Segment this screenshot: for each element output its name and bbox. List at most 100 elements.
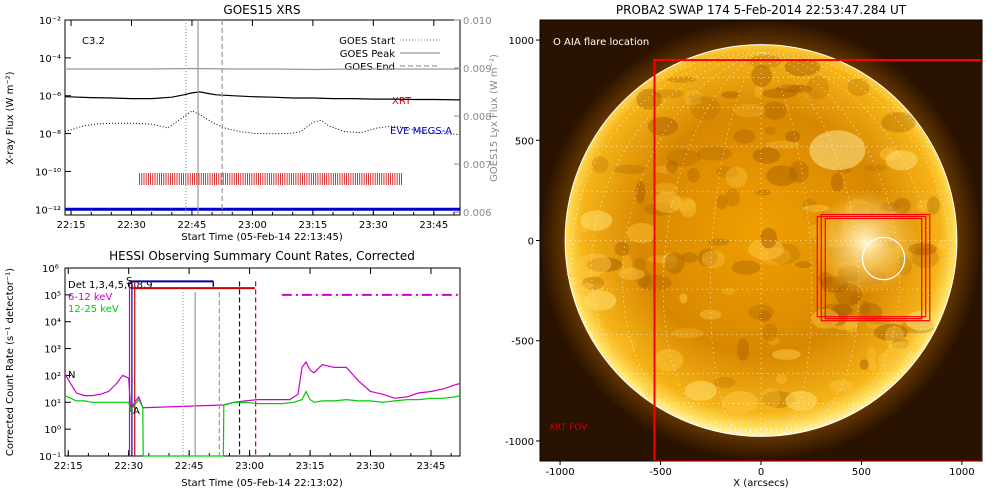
- goes-x-tick-label: 23:15: [298, 220, 327, 231]
- swap-x-tick-label: -1000: [546, 467, 575, 478]
- aia-flare-location: [861, 236, 906, 281]
- sun-dark-region: [785, 130, 801, 143]
- sun-dark-region: [864, 164, 887, 172]
- sun-bright-region: [844, 319, 858, 333]
- sun-dark-region: [681, 252, 698, 263]
- sun-dark-region: [873, 323, 908, 342]
- sun-dark-region: [860, 300, 871, 316]
- goes-ylabel-right: GOES15 Lyx Flux (W m⁻²): [489, 54, 500, 182]
- sun-dark-region: [666, 149, 701, 167]
- hessi-event-lines: [182, 292, 220, 456]
- hessi-series: [64, 360, 461, 457]
- hessi-marker-a: A: [133, 406, 140, 417]
- goes-xlabel: Start Time (05-Feb-14 22:13:45): [181, 232, 343, 243]
- sun-bright-region: [671, 328, 704, 339]
- sun-dark-region: [848, 295, 861, 304]
- sun-dark-region: [859, 359, 869, 370]
- goes-axes: 22:15 22:30 22:45 23:00 23:15 23:30 23:45 10⁻² 1…: [35, 16, 492, 231]
- sun-dark-region: [806, 75, 830, 100]
- goes-series-line: [64, 110, 461, 135]
- sun-bright-region: [867, 346, 877, 363]
- sun-dark-region: [614, 241, 630, 256]
- sun-dark-region: [690, 96, 721, 121]
- sun-bright-region: [775, 373, 788, 385]
- xrt-label: XRT: [392, 96, 412, 107]
- hessi-xlabel: Start Time (05-Feb-14 22:13:02): [181, 478, 343, 489]
- hessi-axes: 22:15 22:30 22:45 23:00 23:15 23:30 23:45 10⁵ 10…: [39, 268, 452, 472]
- sun-bright-patch: [684, 380, 717, 401]
- goes-y-tick-label: 10⁻¹²: [35, 205, 61, 216]
- sun-dark-region: [747, 304, 775, 320]
- sun-bright-region: [878, 350, 901, 373]
- sun-bright-region: [761, 387, 781, 409]
- swap-y-tick-label: 1000: [509, 36, 534, 47]
- aia-flare-location-label: O AIA flare location: [553, 37, 649, 48]
- swap-y-tick-label: -500: [511, 337, 534, 348]
- sun-dark-region: [643, 203, 674, 216]
- sun-dark-region: [688, 94, 704, 103]
- sun-bright-patch: [584, 290, 617, 311]
- sun-bright-region: [754, 85, 763, 98]
- goes-series: [64, 67, 461, 211]
- goes-legend-label: GOES Start: [339, 36, 395, 47]
- sun-bright-region: [653, 182, 678, 194]
- sun-dark-region: [847, 78, 870, 96]
- hessi-series-line: [64, 360, 461, 413]
- goes-y2-tick-label: 0.006: [463, 208, 492, 219]
- swap-title: PROBA2 SWAP 174 5-Feb-2014 22:53:47.284 …: [616, 3, 907, 17]
- sun-dark-region: [763, 101, 787, 120]
- sun-dark-region: [762, 88, 798, 99]
- sun-bright-region: [869, 360, 878, 371]
- hessi-y-tick-label: 10²: [44, 371, 61, 382]
- goes-y-tick-label: 10⁻⁶: [39, 92, 61, 103]
- sun-bright-region: [888, 341, 920, 354]
- swap-xlabel: X (arcsecs): [733, 478, 789, 489]
- goes-x-tick-label: 22:45: [178, 220, 207, 231]
- goes-series-line: [64, 91, 461, 101]
- swap-y-tick-label: 0: [528, 237, 534, 248]
- hessi-panel: HESSI Observing Summary Count Rates, Cor…: [5, 249, 461, 489]
- sun-bright-region: [652, 191, 682, 213]
- sun-bright-region: [772, 349, 801, 360]
- goes-y-tick-label: 10⁻⁸: [39, 130, 61, 141]
- hessi-legend-label: 6-12 keV: [68, 292, 112, 303]
- goes-y2-tick-label: 0.009: [463, 64, 492, 75]
- sun-dark-region: [752, 147, 781, 164]
- sun-bright-region: [582, 282, 593, 289]
- sun-dark-region: [881, 112, 916, 133]
- goes-x-tick-label: 23:30: [359, 220, 388, 231]
- sun-bright-region: [577, 253, 612, 275]
- sun-dark-region: [613, 164, 647, 174]
- sun-bright-region: [699, 309, 722, 320]
- goes-legend-label: GOES End: [345, 62, 395, 73]
- sun-bright-region: [722, 287, 736, 295]
- swap-panel: PROBA2 SWAP 174 5-Feb-2014 22:53:47.284 …: [505, 3, 983, 489]
- hessi-y-tick-label: 10⁵: [44, 291, 61, 302]
- sun-dark-region: [764, 126, 777, 135]
- sun-bright-region: [758, 247, 792, 265]
- goes-ylabel-left: X-ray Flux (W m⁻²): [5, 71, 16, 164]
- sun-dark-region: [892, 339, 910, 349]
- xrt-fov-small-box: [816, 215, 927, 318]
- swap-y-tick-label: 500: [515, 136, 534, 147]
- sun-bright-region: [722, 390, 758, 414]
- goes-panel: GOES15 XRS Start Time (05-Feb-14 22:13:4…: [5, 3, 500, 243]
- xrt-fov-small-box: [824, 217, 923, 320]
- sun-bright-region: [626, 222, 657, 244]
- goes-y-tick-label: 10⁻⁴: [39, 54, 61, 65]
- xrt-fov-small-box: [820, 213, 931, 322]
- goes-y2-tick-label: 0.007: [463, 160, 492, 171]
- sun-bright-region: [725, 166, 748, 188]
- sun-bright-region: [608, 334, 637, 358]
- sun-bright-region: [574, 280, 594, 296]
- swap-x-tick-label: 500: [852, 467, 871, 478]
- grid-longitude-line: [760, 51, 813, 437]
- sun-bright-region: [916, 199, 931, 211]
- goes-y2-tick-label: 0.010: [463, 16, 492, 27]
- hessi-x-tick-label: 22:45: [175, 461, 204, 472]
- hessi-ylabel: Corrected Count Rate (s⁻¹ detector⁻¹): [5, 268, 16, 456]
- sun-dark-region: [733, 129, 756, 144]
- hessi-x-tick-label: 23:45: [417, 461, 446, 472]
